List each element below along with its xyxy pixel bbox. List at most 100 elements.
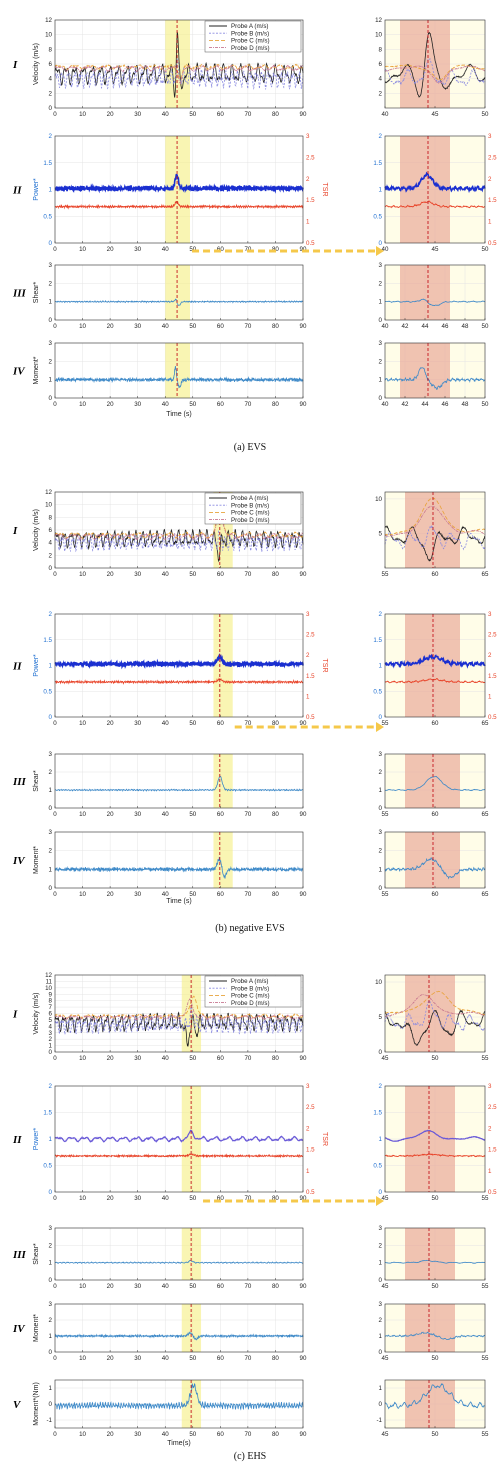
x-tick-label: 0	[53, 1055, 57, 1062]
series-line-power-	[384, 171, 486, 194]
zoom-highlight-band	[405, 975, 455, 1052]
x-tick-label: 50	[432, 1283, 439, 1290]
y-tick-label: 1	[49, 663, 53, 670]
y-tick-label: 0	[49, 395, 53, 402]
x-tick-label: 20	[107, 1431, 114, 1438]
y-axis-label: Shear*	[33, 770, 40, 792]
y-tick-label: 1.5	[43, 1110, 52, 1117]
x-axis-label: Time(s)	[167, 1440, 190, 1447]
series-line-power-	[54, 173, 304, 194]
y-tick-label: 1	[49, 866, 53, 873]
y-tick-label: 3	[49, 340, 53, 347]
series-line-probe-a-m-s-	[384, 1009, 486, 1046]
x-tick-label: 40	[382, 246, 389, 253]
y-tick-label: 0	[379, 1049, 383, 1056]
legend-label: Probe A (m/s)	[231, 495, 268, 502]
x-tick-label: 70	[244, 811, 251, 818]
y-tick-label-right: 0.5	[488, 1189, 497, 1196]
y-tick-label: 2	[49, 358, 53, 365]
y-axis-label: Moment*	[33, 356, 40, 384]
chart-row-iv: 0 10 20 30 40 50 60 70 80 90 0 1 2 3 Moment* IV 45 50 55 0 1…	[12, 1301, 489, 1362]
y-tick-label: 0	[379, 1189, 383, 1196]
legend: Probe A (m/s)Probe B (m/s)Probe C (m/s)P…	[204, 492, 302, 525]
series-line-tsr	[54, 201, 304, 210]
x-tick-label: 60	[217, 323, 224, 330]
y-tick-label: 0	[49, 105, 53, 112]
y-tick-label-right: 1.5	[488, 197, 497, 204]
x-tick-label: 50	[432, 1431, 439, 1438]
x-tick-label: 30	[134, 111, 141, 118]
x-tick-label: 70	[244, 1055, 251, 1062]
legend-label: Probe B (m/s)	[231, 502, 269, 509]
y-tick-label-right: 2	[488, 652, 492, 659]
series-line-power-	[54, 653, 304, 670]
y-tick-label: 0	[49, 240, 53, 247]
x-tick-label: 55	[482, 1283, 489, 1290]
x-tick-label: 30	[134, 811, 141, 818]
y-axis-label: Power*	[33, 654, 40, 677]
x-tick-label: 0	[53, 246, 57, 253]
legend-label: Probe B (m/s)	[231, 985, 269, 992]
zoom-highlight-band	[405, 1228, 455, 1280]
y-tick-label: 2	[49, 769, 53, 776]
series-line-shear-	[54, 298, 304, 306]
y-tick-label-right: 2	[306, 176, 310, 183]
x-tick-label: 30	[134, 246, 141, 253]
x-tick-label: 40	[382, 111, 389, 118]
y-tick-label: 2	[379, 1083, 383, 1090]
y-tick-label: 9	[49, 991, 53, 998]
y-tick-label: 1.5	[43, 160, 52, 167]
y-tick-label: 1	[379, 1260, 383, 1267]
y-tick-label: 5	[379, 1014, 383, 1021]
x-tick-label: 60	[217, 571, 224, 578]
y-tick-label: 0	[49, 1049, 53, 1056]
legend-label: Probe C (m/s)	[231, 510, 270, 517]
y-tick-label-right: 1	[488, 1168, 492, 1175]
x-tick-label: 50	[189, 1195, 196, 1202]
x-tick-label: 80	[272, 1355, 279, 1362]
plot-frame	[54, 831, 304, 889]
y-tick-label: 0	[49, 805, 53, 812]
row-numeral: II	[12, 661, 22, 673]
series-line-tsr	[384, 1153, 486, 1158]
y-tick-label: 10	[375, 496, 382, 503]
plot-frame	[54, 19, 304, 109]
y-tick-label: 0	[49, 1349, 53, 1356]
y-tick-label: 2	[379, 280, 383, 287]
plot-area	[55, 832, 303, 888]
x-tick-label: 46	[442, 401, 449, 408]
y-tick-label-right: 1.5	[306, 1147, 315, 1154]
y-tick-label: 0	[49, 1189, 53, 1196]
y-tick-label: 3	[379, 1301, 383, 1308]
y-tick-label: 2	[49, 1036, 53, 1043]
y-tick-label: 8	[379, 46, 383, 53]
y-tick-label-right: 3	[306, 611, 310, 618]
y-tick-label: 2	[49, 280, 53, 287]
y-tick-label: 2	[49, 90, 53, 97]
x-tick-label: 40	[162, 111, 169, 118]
series-line-probe-c-m-s-	[54, 995, 303, 1020]
x-tick-label: 42	[402, 323, 409, 330]
zoom-arrow-head	[376, 246, 384, 256]
y-tick-label: 0.5	[373, 213, 382, 220]
y-tick-label-right: 0.5	[306, 1189, 315, 1196]
series-line-moment-	[384, 857, 486, 880]
x-tick-label: 0	[53, 401, 57, 408]
x-tick-label: 40	[162, 1195, 169, 1202]
row-numeral: I	[12, 525, 18, 537]
y-tick-label: 2	[49, 848, 53, 855]
zoom-highlight-band	[405, 754, 460, 808]
x-tick-label: 80	[272, 720, 279, 727]
x-tick-label: 80	[272, 111, 279, 118]
y-tick-label-right: 0.5	[488, 240, 497, 247]
y-tick-label: 0.5	[373, 688, 382, 695]
x-tick-label: 30	[134, 323, 141, 330]
y-tick-label: 0	[49, 714, 53, 721]
y-tick-label: 11	[46, 978, 53, 985]
x-tick-label: 50	[482, 401, 489, 408]
y-tick-label: 3	[379, 262, 383, 269]
panel-caption: (c) EHS	[234, 1451, 267, 1462]
